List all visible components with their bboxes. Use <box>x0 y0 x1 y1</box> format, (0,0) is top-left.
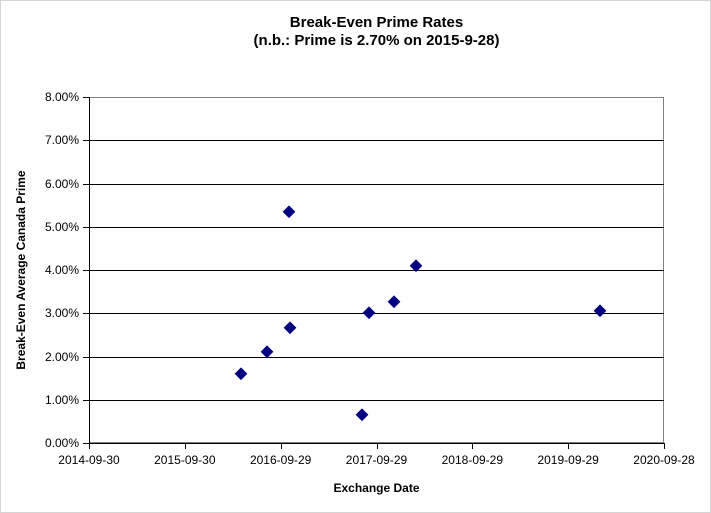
y-gridline <box>89 356 664 358</box>
y-tick-mark <box>83 97 89 98</box>
y-tick-label: 5.00% <box>44 219 79 234</box>
x-tick-label: 2015-09-30 <box>154 453 216 467</box>
chart-title-line1: Break-Even Prime Rates <box>289 14 464 31</box>
chart-title-line2: (n.b.: Prime is 2.70% on 2015-9-28) <box>253 32 500 50</box>
x-tick-mark <box>664 443 665 449</box>
x-tick-mark <box>184 443 186 449</box>
y-gridline <box>89 313 664 315</box>
x-tick-label: 2018-09-29 <box>441 453 504 467</box>
x-tick-label: 2017-09-29 <box>345 453 408 467</box>
y-tick-mark <box>83 313 89 315</box>
y-axis-title: Break-Even Average Canada Prime <box>14 170 28 370</box>
y-gridline <box>89 226 664 228</box>
x-tick-mark <box>89 443 90 449</box>
x-tick-mark <box>472 443 474 449</box>
chart-title: Break-Even Prime Rates (n.b.: Prime is 2… <box>89 14 664 51</box>
y-gridline <box>89 399 664 401</box>
y-tick-label: 6.00% <box>44 176 79 191</box>
y-tick-label: 1.00% <box>44 392 79 407</box>
x-tick-label: 2014-09-30 <box>58 453 120 467</box>
y-tick-label: 0.00% <box>44 436 79 450</box>
x-tick-label: 2016-09-29 <box>249 453 312 467</box>
x-tick-mark <box>280 443 282 449</box>
y-tick-mark <box>83 226 89 228</box>
y-tick-mark <box>83 356 89 358</box>
x-tick-label: 2019-09-29 <box>537 453 599 467</box>
y-tick-mark <box>83 140 89 142</box>
y-tick-label: 8.00% <box>44 90 79 104</box>
y-tick-label: 7.00% <box>44 133 79 148</box>
x-tick-mark <box>376 443 378 449</box>
x-tick-mark <box>568 443 570 449</box>
y-gridline <box>89 140 664 142</box>
y-tick-label: 2.00% <box>44 349 79 364</box>
y-gridline <box>89 183 664 185</box>
x-axis-title: Exchange Date <box>333 481 420 495</box>
x-tick-label: 2020-09-28 <box>633 453 695 467</box>
y-tick-mark <box>83 443 89 444</box>
y-tick-label: 4.00% <box>44 263 79 277</box>
y-tick-label: 3.00% <box>44 306 79 321</box>
y-tick-mark <box>83 270 89 271</box>
y-tick-mark <box>83 183 89 185</box>
y-gridline <box>89 270 664 271</box>
y-axis-line <box>89 97 90 444</box>
y-tick-mark <box>83 399 89 401</box>
